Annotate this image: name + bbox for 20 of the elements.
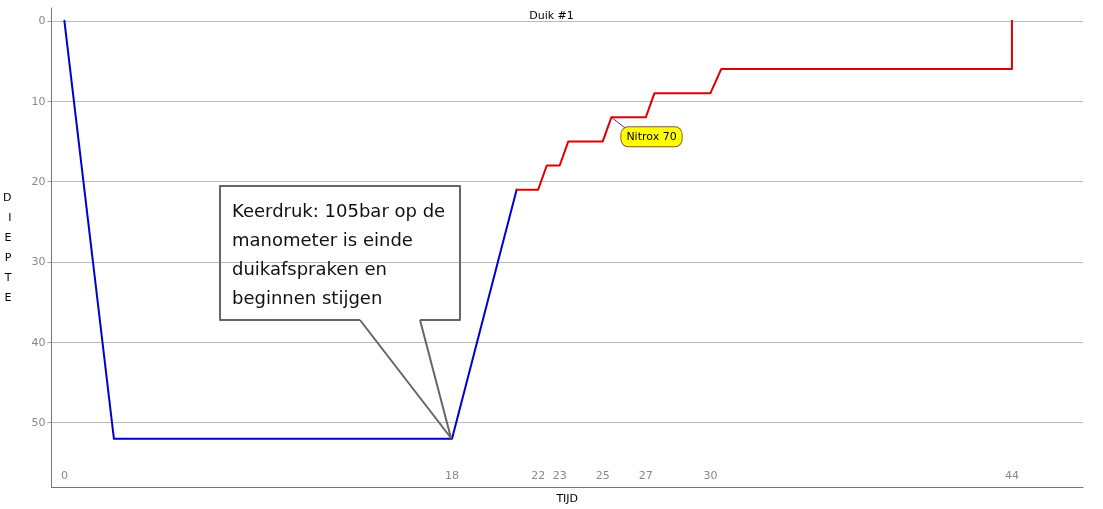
- annotation: Keerdruk: 105bar op de manometer is einde duikafspraken en beginnen stijgen: [232, 199, 447, 310]
- x-tick-label: 22: [531, 469, 546, 482]
- x-tick-label: 27: [638, 469, 653, 482]
- y-tick-label: 0: [38, 14, 46, 28]
- x-tick-label: 23: [552, 469, 567, 482]
- y-tick-label: 50: [31, 416, 46, 430]
- x-axis-title: TIJD: [555, 492, 579, 505]
- line-series: [515, 19, 1013, 191]
- y-tick-label: 40: [31, 335, 46, 349]
- y-tick-label: 10: [31, 94, 46, 108]
- y-tick-label: 20: [31, 175, 46, 189]
- x-tick-label: 18: [445, 469, 460, 482]
- y-axis-title: DIEPTE: [2, 191, 12, 304]
- x-tick-label: 0: [60, 469, 68, 482]
- chart-title: Duik #1: [529, 9, 574, 22]
- x-tick-label: 25: [595, 469, 610, 482]
- x-tick-label: 44: [1004, 469, 1019, 482]
- annotation: Nitrox 70: [626, 130, 677, 144]
- y-tick-label: 30: [31, 255, 46, 269]
- x-tick-label: 30: [703, 469, 718, 482]
